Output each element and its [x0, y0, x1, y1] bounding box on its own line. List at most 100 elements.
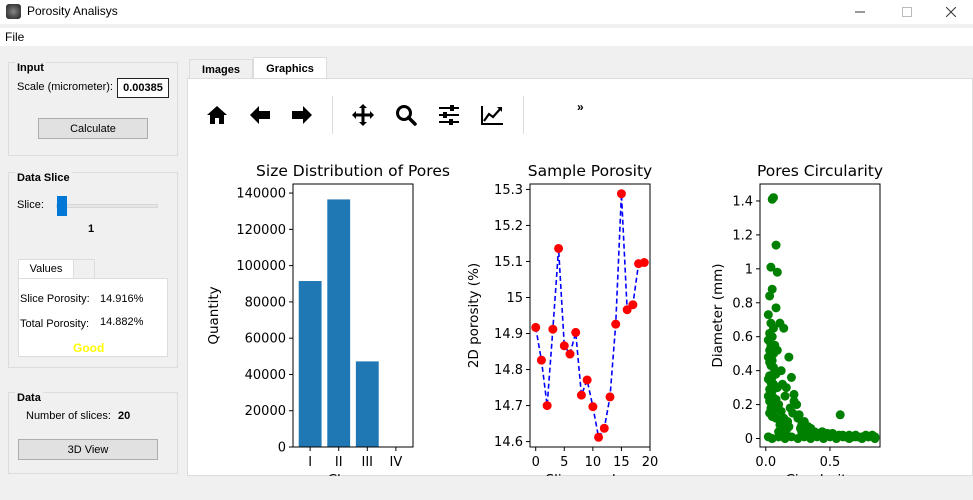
- data-point: [594, 432, 604, 442]
- slice-value: 1: [88, 223, 95, 235]
- slice-porosity-label: Slice Porosity:: [20, 293, 90, 305]
- data-group-title: Data: [15, 392, 43, 404]
- x-tick-label: 10: [585, 455, 602, 470]
- data-point: [582, 375, 592, 385]
- y-tick-label: 0.2: [732, 398, 753, 413]
- data-point: [835, 410, 845, 420]
- data-point: [776, 406, 786, 416]
- data-point: [844, 434, 854, 444]
- maximize-icon: [902, 7, 912, 17]
- data-group: Data Number of slices: 20 3D View: [8, 392, 178, 474]
- y-tick-label: 140000: [236, 187, 286, 202]
- 3d-view-button[interactable]: 3D View: [18, 439, 158, 460]
- total-porosity-label: Total Porosity:: [20, 318, 90, 330]
- data-point: [786, 372, 796, 382]
- back-button[interactable]: [243, 98, 277, 132]
- bar: [355, 361, 379, 447]
- back-arrow-icon: [250, 106, 270, 124]
- y-tick-label: 0: [745, 432, 753, 447]
- data-point: [576, 390, 586, 400]
- num-slices-label: Number of slices:: [26, 410, 111, 422]
- configure-subplots-button[interactable]: [432, 98, 466, 132]
- tab-values[interactable]: Values: [18, 259, 74, 279]
- maximize-button[interactable]: [884, 0, 930, 24]
- num-slices-value: 20: [118, 410, 131, 422]
- y-tick-label: 14.9: [494, 327, 523, 342]
- data-point: [571, 327, 581, 337]
- edit-axis-button[interactable]: [475, 98, 509, 132]
- data-point: [599, 423, 609, 433]
- close-button[interactable]: [928, 0, 973, 24]
- window-title: Porosity Analisys: [27, 4, 118, 18]
- scale-label: Scale (micrometer):: [17, 81, 113, 93]
- x-tick-label: 15: [613, 455, 630, 470]
- tab-images[interactable]: Images: [189, 59, 253, 79]
- data-point: [605, 392, 615, 402]
- data-slice-title: Data Slice: [15, 172, 72, 184]
- pores-circularity-chart: Pores Circularity 0 0.2 0.4 0.6 0.8 1 1.2 1.4 0.0…: [710, 162, 883, 476]
- x-tick-label: 0.5: [820, 455, 841, 470]
- data-point: [817, 427, 827, 437]
- menu-file[interactable]: File: [5, 30, 25, 44]
- data-point: [616, 189, 626, 199]
- y-axis-label: Diameter (mm): [710, 263, 726, 367]
- data-point: [828, 428, 838, 438]
- slice-porosity-value: 14.916%: [100, 293, 144, 305]
- data-point: [768, 193, 778, 203]
- data-point: [810, 428, 820, 438]
- forward-button[interactable]: [285, 98, 319, 132]
- x-tick-label: 20: [642, 455, 659, 470]
- data-point: [784, 422, 794, 432]
- configure-subplots-icon: [439, 105, 459, 125]
- chart-title: Sample Porosity: [528, 162, 652, 180]
- data-point: [765, 291, 775, 301]
- data-point: [767, 284, 777, 294]
- tab-graphics[interactable]: Graphics: [253, 57, 327, 79]
- slice-slider-handle[interactable]: [57, 196, 67, 216]
- y-tick-label: 80000: [245, 295, 286, 310]
- y-tick-label: 20000: [245, 404, 286, 419]
- menu-bar: File: [0, 28, 973, 46]
- data-point: [639, 258, 649, 268]
- plot-frame: [759, 183, 881, 448]
- data-point: [857, 434, 867, 444]
- pan-icon: [352, 104, 374, 126]
- y-axis-label: Quantity: [206, 286, 222, 344]
- forward-arrow-icon: [292, 106, 312, 124]
- x-tick-label: 0.0: [755, 455, 776, 470]
- data-point: [870, 434, 880, 444]
- y-tick-label: 15: [506, 291, 523, 306]
- data-point: [628, 300, 638, 310]
- data-point: [779, 323, 789, 333]
- y-tick-label: 1.2: [732, 228, 753, 243]
- toolbar-more-button[interactable]: »: [577, 100, 584, 114]
- total-porosity-value: 14.882%: [100, 316, 144, 328]
- y-tick-label: 14.8: [494, 363, 523, 378]
- y-tick-label: 100000: [236, 259, 286, 274]
- graphics-panel: » Size Distribution of Pores 0 20000 40000 6…: [187, 78, 973, 476]
- chart-title: Pores Circularity: [757, 162, 883, 180]
- data-point: [789, 389, 799, 399]
- minimize-button[interactable]: [837, 0, 883, 24]
- calculate-button[interactable]: Calculate: [38, 118, 148, 139]
- slice-slider-track[interactable]: [56, 204, 158, 208]
- data-point: [766, 262, 776, 272]
- zoom-button[interactable]: [389, 98, 423, 132]
- minimize-icon: [855, 11, 865, 13]
- data-point: [767, 434, 777, 444]
- tab-empty[interactable]: [73, 259, 95, 279]
- bar: [298, 281, 322, 447]
- data-point: [776, 366, 786, 376]
- scale-input[interactable]: 0.00385: [117, 78, 169, 98]
- data-point: [771, 303, 781, 313]
- sample-porosity-chart: Sample Porosity 14.6 14.7 14.8 14.9 15 15.1 15.…: [466, 162, 659, 476]
- data-point: [794, 410, 804, 420]
- x-tick-label: II: [335, 455, 343, 470]
- pan-button[interactable]: [346, 98, 380, 132]
- y-tick-label: 0.6: [732, 330, 753, 345]
- x-axis-label: Circularity: [785, 472, 854, 476]
- values-panel: Slice Porosity: 14.916% Total Porosity: …: [18, 278, 168, 357]
- data-point: [559, 341, 569, 351]
- home-button[interactable]: [200, 98, 234, 132]
- x-tick-label: III: [362, 455, 374, 470]
